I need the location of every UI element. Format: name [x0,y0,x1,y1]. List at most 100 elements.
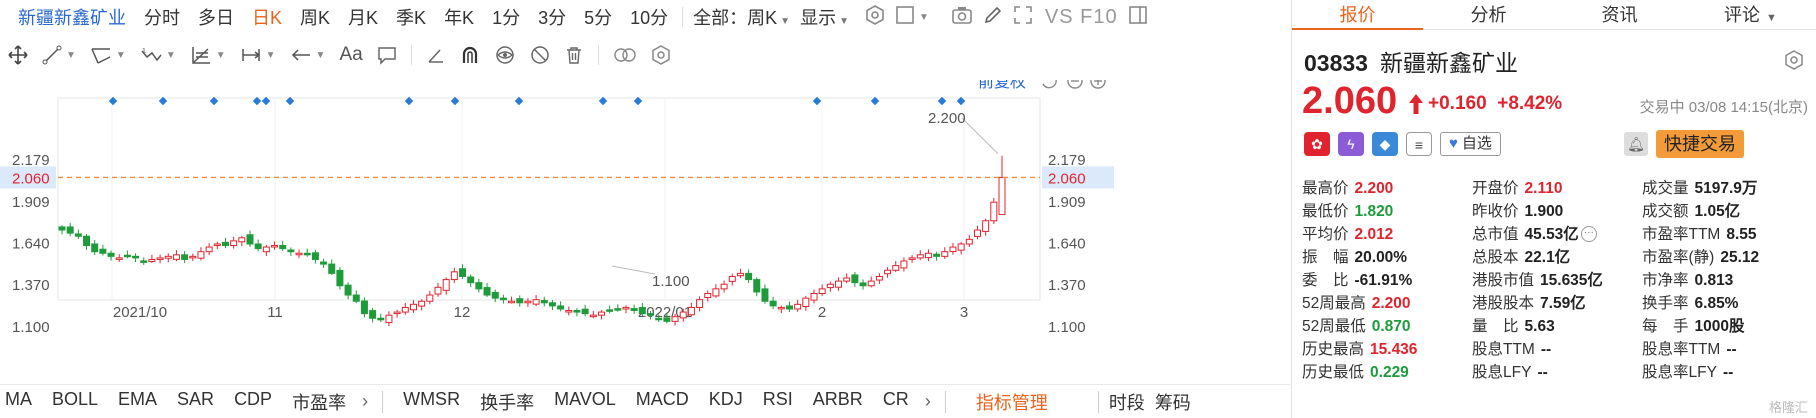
indicator-item[interactable]: EMA [118,388,158,409]
chevron-down-icon[interactable]: ▼ [918,11,929,23]
compare-icon[interactable] [613,45,637,65]
angle-icon[interactable] [426,45,446,65]
period-tab[interactable]: 分时 [144,8,180,28]
indicator-item[interactable]: RSI [762,388,793,409]
chevron-right-icon[interactable]: › [924,391,931,411]
candle-body [965,238,973,245]
indicator-item[interactable]: ARBR [812,388,863,409]
more-icon[interactable]: ··· [1580,226,1597,243]
candle-body [728,275,736,282]
candle-body [777,306,785,310]
period-tab[interactable]: 年K [444,8,475,28]
magnet-icon[interactable] [460,45,480,65]
line-tool[interactable]: ▼ [42,45,76,65]
indicator-item[interactable]: MACD [635,388,689,409]
change-value: +0.160 [1428,93,1487,114]
tab-item[interactable]: 评论 ▼ [1685,0,1816,29]
bell-icon[interactable]: 🔔︎ [1624,132,1648,156]
text-tool[interactable]: Aa [339,44,363,65]
candle-body [499,297,507,301]
indicator-item[interactable]: BOLL [52,388,99,409]
zoom-in-icon[interactable] [1090,80,1106,89]
lightning-icon[interactable]: ϟ [1338,132,1364,156]
tab-item[interactable]: 分析 [1423,0,1554,29]
gear-icon[interactable] [1784,50,1804,76]
stat-cell: 港股市值 15.635亿 [1472,268,1642,290]
tab-item[interactable]: 资讯 [1554,0,1685,29]
indicator-item[interactable]: CR [882,388,909,409]
range-select[interactable]: 全部：周K ▼ [693,4,790,30]
candle-body [189,255,197,259]
gear-icon[interactable] [651,45,671,65]
hide-icon[interactable] [530,45,550,65]
indicator-item[interactable]: MA [5,388,32,409]
stat-label: 成交额 [1642,202,1689,220]
tab-item[interactable]: 报价 [1292,0,1423,30]
fullscreen-icon[interactable] [1013,5,1033,30]
y-tick-label-left: 1.640 [12,235,50,252]
adjust-mode-button[interactable]: 前复权 [978,80,1026,91]
hk-flag-icon[interactable]: ✿ [1304,132,1330,156]
period-tab[interactable]: 10分 [630,8,669,28]
stat-value: 2.200 [1371,294,1411,312]
period-tab[interactable]: 多日 [198,8,234,28]
trash-icon[interactable] [564,45,584,65]
quick-trade-button[interactable]: 快捷交易 [1656,130,1744,158]
stat-label: 总市值 [1472,225,1519,243]
candle-body [467,276,475,284]
stats-row: 委 比 -61.91% 港股市值 15.635亿 市净率 0.813 [1302,267,1812,290]
eye-lock-icon[interactable] [494,45,516,65]
add-watchlist-button[interactable]: ♥ 自选 [1440,132,1501,156]
indicator-item[interactable]: WMSR [403,388,461,409]
vs-f10-button[interactable]: VS F10 [1044,5,1118,28]
indicator-item[interactable]: 换手率 [480,392,535,413]
channel-tool[interactable]: ▼ [90,45,126,65]
stats-row: 52周最高 2.200 港股股本 7.59亿 换手率 6.85% [1302,290,1812,313]
period-tab[interactable]: 周K [300,8,331,28]
camera-icon[interactable] [951,5,973,30]
note-icon[interactable]: ≡ [1406,132,1432,156]
period-tab[interactable]: 月K [348,8,379,28]
comment-icon[interactable] [377,45,397,65]
candlestick-chart[interactable]: 2.179 2.179 1.909 1.909 1.640 1.640 1.370 1.370… [0,80,1290,384]
period-tab[interactable]: 3分 [538,8,567,28]
indicator-item[interactable]: CDP [234,388,273,409]
candle-body [867,280,875,287]
move-icon[interactable] [8,45,28,65]
session-button[interactable]: 时段 [1108,392,1145,413]
display-select[interactable]: 显示 ▼ [800,4,849,30]
period-tab[interactable]: 5分 [584,8,613,28]
stat-label: 港股股本 [1472,294,1535,312]
candle-body [409,303,417,311]
stat-value: -- [1537,363,1548,381]
chips-button[interactable]: 筹码 [1154,392,1191,413]
period-tab[interactable]: 季K [396,8,427,28]
settings-hex-icon[interactable] [865,4,885,30]
indicator-manage-button[interactable]: 指标管理 [975,392,1048,413]
candle-body [483,287,491,296]
reset-icon[interactable] [1042,80,1057,89]
stock-name-link[interactable]: 新疆新鑫矿业 [18,8,126,28]
candle-body [123,254,131,258]
arrow-tool[interactable]: ▼ [290,45,325,65]
indicator-item[interactable]: MAVOL [554,388,616,409]
zoom-out-icon[interactable] [1067,80,1083,89]
square-icon[interactable] [895,5,915,30]
panel-toggle-icon[interactable] [1128,5,1148,30]
period-tab[interactable]: 日K [252,8,283,28]
candle-body [916,254,924,259]
candle-body [221,241,229,247]
chevron-right-icon[interactable]: › [362,391,369,411]
wave-tool[interactable]: 1 ▼ [140,45,176,65]
candle-body [360,300,368,315]
measure-tool[interactable]: ▼ [240,45,276,65]
candle-body [982,220,990,232]
fib-tool[interactable]: ▼ [190,45,226,65]
indicator-item[interactable]: 市盈率 [292,392,347,413]
candle-body [957,243,965,251]
period-tab[interactable]: 1分 [492,8,521,28]
tag-icon[interactable]: ◆ [1372,132,1398,156]
pencil-icon[interactable] [983,5,1003,30]
indicator-item[interactable]: KDJ [708,388,743,409]
indicator-item[interactable]: SAR [177,388,215,409]
